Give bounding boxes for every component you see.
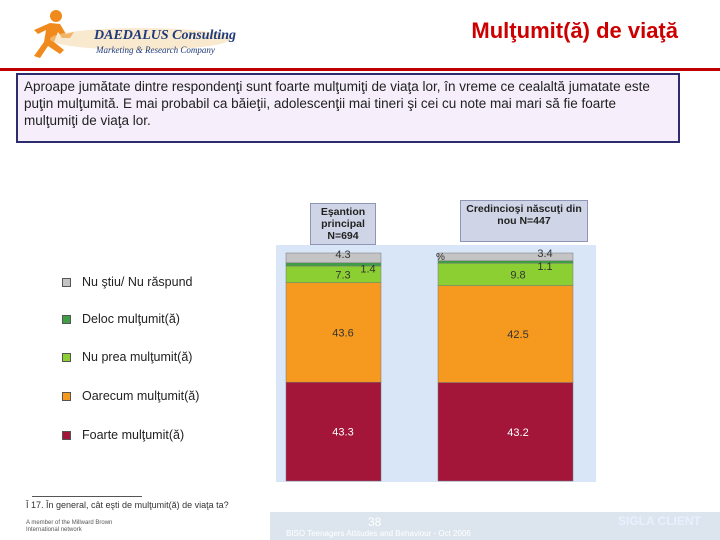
bar-value-label: 1.4: [360, 263, 375, 275]
company-subtitle: Marketing & Research Company: [96, 45, 215, 55]
bar-value-label: 9.8: [510, 269, 525, 281]
bar-segment: [437, 263, 574, 286]
company-logo: DAEDALUS Consulting Marketing & Research…: [10, 6, 240, 62]
legend-item: Foarte mulţumit(ă): [62, 429, 212, 442]
bar-segment: [437, 252, 574, 262]
bar-value-label: 43.2: [507, 427, 528, 439]
legend-item: Oarecum mulţumit(ă): [62, 390, 212, 403]
percent-unit: %: [436, 252, 445, 263]
header-divider: [0, 68, 720, 71]
bar-value-label: 43.3: [332, 427, 353, 439]
legend-swatch: [62, 392, 71, 401]
legend-swatch: [62, 353, 71, 362]
legend-swatch: [62, 315, 71, 324]
legend-item: Nu ştiu/ Nu răspund: [62, 276, 212, 289]
bar-value-label: 43.6: [332, 327, 353, 339]
legend-label: Foarte mulţumit(ă): [82, 428, 185, 442]
bar-value-label: 1.1: [537, 261, 552, 273]
bar-segment: [285, 252, 382, 264]
legend-label: Nu ştiu/ Nu răspund: [82, 275, 193, 289]
footer-caption: BISO Teenagers Attitudes and Behaviour -…: [286, 529, 471, 538]
bar-segment: [285, 282, 382, 383]
company-name: DAEDALUS Consulting: [94, 28, 236, 43]
column-header-main-sample: Eşantion principal N=694: [310, 203, 376, 245]
legend-swatch: [62, 431, 71, 440]
page-number: 38: [368, 515, 382, 529]
footnote-divider: [32, 496, 142, 497]
bar-value-label: 4.3: [335, 249, 350, 261]
client-logo-placeholder: SIGLA CLIENT: [618, 514, 701, 528]
legend-label: Nu prea mulţumit(ă): [82, 350, 193, 364]
bar-segment: [437, 285, 574, 383]
question-footnote: Î 17. În general, cât eşti de mulţumit(ă…: [26, 500, 229, 510]
legend-label: Oarecum mulţumit(ă): [82, 389, 200, 403]
page-title: Mulţumit(ă) de viaţă: [471, 18, 678, 43]
legend-item: Nu prea mulţumit(ă): [62, 351, 212, 364]
bar-segment: [437, 260, 574, 264]
bar-value-label: 42.5: [507, 329, 528, 341]
legend-swatch: [62, 278, 71, 287]
footer-bar: [270, 512, 720, 540]
legend-label: Deloc mulţumit(ă): [82, 312, 180, 326]
bar-value-label: 7.3: [335, 269, 350, 281]
column-header-born-again: Credincioşi născuţi din nou N=447: [460, 200, 588, 242]
top-bar: DAEDALUS Consulting Marketing & Research…: [0, 0, 720, 70]
summary-box: Aproape jumătate dintre respondenţi sunt…: [16, 73, 680, 143]
legend-item: Deloc mulţumit(ă): [62, 313, 212, 326]
bar-value-label: 3.4: [537, 248, 552, 260]
runner-logo-graphic: [34, 10, 230, 58]
bar-segment: [437, 382, 574, 482]
network-member-note: A member of the Millward Brown Internati…: [26, 520, 113, 533]
